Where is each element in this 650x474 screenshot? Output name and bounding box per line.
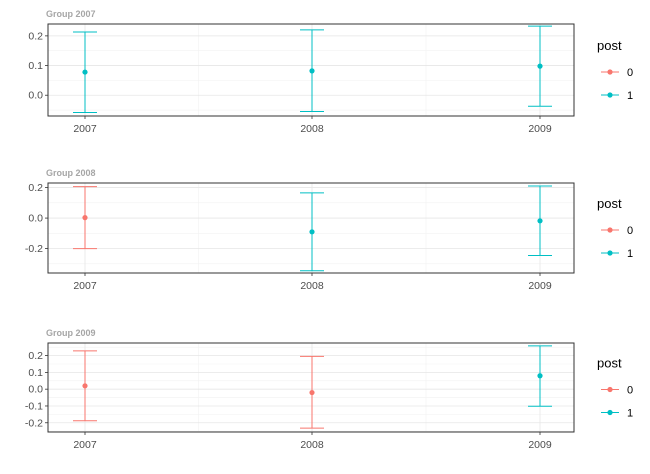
data-point (309, 389, 315, 396)
errorbar (528, 345, 552, 407)
errorbar (73, 350, 97, 422)
y-tick-label: -0.2 (25, 243, 43, 255)
legend-label: 0 (627, 225, 633, 237)
y-tick-label: 0.1 (28, 60, 43, 72)
x-tick-label: 2009 (528, 439, 552, 451)
y-tick-label: 0.0 (28, 384, 43, 396)
x-tick-label: 2007 (73, 280, 97, 292)
y-tick-label: -0.1 (25, 400, 43, 412)
legend: post 0 1 (597, 38, 633, 102)
x-tick-label: 2008 (300, 439, 324, 451)
legend-item: 1 (601, 90, 633, 102)
x-tick-label: 2007 (73, 123, 97, 135)
panel-title: Group 2007 (46, 9, 96, 19)
panel-group-group-2008: Group 2008 -0.2 0.0 0.2 2007 2008 2009 post 0 1 (25, 168, 633, 292)
y-tick-label: 0.0 (28, 90, 43, 102)
legend-item: 0 (601, 385, 633, 397)
errorbar (528, 25, 552, 107)
legend-key-point (607, 69, 613, 75)
y-tick-label: 0.2 (28, 350, 43, 362)
y-tick-label: 0.0 (28, 213, 43, 225)
errorbar (73, 31, 97, 113)
legend-label: 1 (627, 408, 633, 420)
x-tick-label: 2009 (528, 123, 552, 135)
data-point (537, 218, 543, 224)
y-tick-label: -0.2 (25, 417, 43, 429)
y-tick-label: 0.2 (28, 182, 43, 194)
data-point (537, 63, 543, 69)
errorbar (300, 192, 324, 272)
errorbar (73, 186, 97, 250)
legend-item: 0 (601, 67, 633, 79)
legend-label: 1 (627, 90, 633, 102)
panel-group-group-2009: Group 2009 -0.2 -0.1 0.0 0.1 0.2 2007 2008 2009 p… (25, 328, 633, 451)
legend-item: 1 (601, 248, 633, 260)
x-tick-label: 2008 (300, 280, 324, 292)
legend-item: 0 (601, 225, 633, 237)
panel-group-group-2007: Group 2007 0.0 0.1 0.2 2007 2008 2009 post 0 1 (28, 9, 633, 135)
data-point (82, 215, 88, 221)
data-point (82, 383, 88, 389)
legend-label: 0 (627, 385, 633, 397)
legend-key-point (607, 227, 613, 233)
panel-border (47, 342, 575, 433)
panel-title: Group 2008 (46, 168, 96, 178)
data-point (309, 229, 315, 235)
data-point (309, 68, 315, 74)
legend-label: 0 (627, 67, 633, 79)
x-tick-label: 2009 (528, 280, 552, 292)
errorbar (300, 355, 324, 429)
legend: post 0 1 (597, 356, 633, 420)
data-point (82, 69, 88, 75)
panel-border (47, 182, 575, 274)
errorbar (300, 29, 324, 113)
legend-key-point (607, 386, 613, 393)
y-tick-label: 0.1 (28, 367, 43, 379)
legend-label: 1 (627, 248, 633, 260)
legend-title: post (597, 196, 622, 211)
data-point (537, 373, 543, 379)
x-tick-label: 2007 (73, 439, 97, 451)
legend-title: post (597, 356, 622, 371)
panel-title: Group 2009 (46, 328, 96, 338)
legend-item: 1 (601, 408, 633, 420)
errorbar (528, 185, 552, 256)
legend-key-point (607, 409, 613, 416)
x-tick-label: 2008 (300, 123, 324, 135)
y-tick-label: 0.2 (28, 30, 43, 42)
legend-key-point (607, 250, 613, 256)
legend: post 0 1 (597, 196, 633, 260)
panel-border (47, 23, 575, 117)
legend-key-point (607, 92, 613, 98)
legend-title: post (597, 38, 622, 53)
